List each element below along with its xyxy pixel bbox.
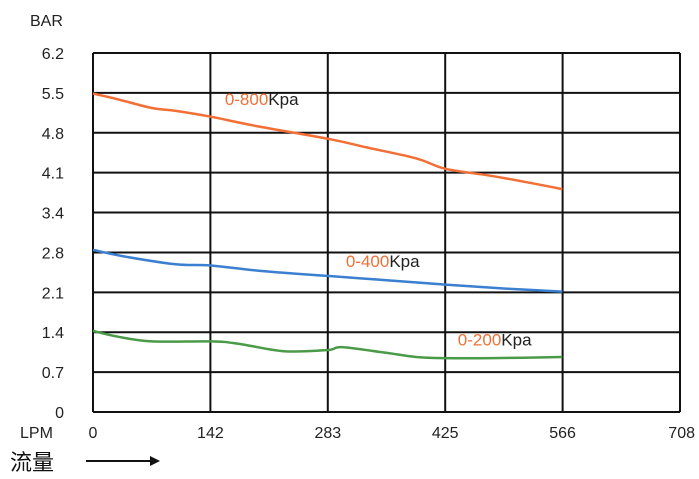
y-tick-label: 2.1	[42, 285, 64, 302]
series-line-0-800	[92, 92, 563, 191]
x-tick-label: 425	[432, 425, 459, 442]
y-axis-label: BAR	[30, 13, 63, 30]
x-tick-label: 283	[314, 425, 341, 442]
y-tick-label: 6.2	[42, 46, 64, 63]
y-tick-label: 1.4	[42, 325, 64, 342]
x-tick-label: 0	[89, 425, 98, 442]
series-label-0-200: 0-200Kpa	[458, 330, 532, 349]
y-tick-label: 5.5	[42, 86, 64, 103]
x-axis-label: LPM	[20, 425, 53, 442]
series-lines	[92, 92, 563, 360]
series-line-0-400	[92, 248, 563, 293]
grid	[92, 52, 681, 413]
x-tick-label: 566	[549, 425, 576, 442]
flow-arrow-icon	[86, 456, 160, 466]
tick-labels: 6.2 5.5 4.8 4.1 3.4 2.8 2.1 1.4 0.7 0 0 142 283 425 56…	[42, 46, 695, 442]
y-tick-label: 2.8	[42, 245, 64, 262]
y-tick-label: 0.7	[42, 365, 64, 382]
series-labels: 0-800Kpa 0-400Kpa 0-200Kpa	[225, 90, 532, 349]
y-tick-label: 4.1	[42, 166, 64, 183]
series-label-0-800: 0-800Kpa	[225, 90, 299, 109]
y-tick-label: 4.8	[42, 126, 64, 143]
series-label-0-400: 0-400Kpa	[346, 252, 420, 271]
series-line-0-200	[92, 329, 563, 360]
y-tick-label: 3.4	[42, 206, 64, 223]
x-tick-label: 708	[668, 425, 695, 442]
x-tick-label: 142	[197, 425, 224, 442]
y-tick-label: 0	[55, 405, 64, 422]
flow-caption: 流量	[10, 450, 54, 474]
